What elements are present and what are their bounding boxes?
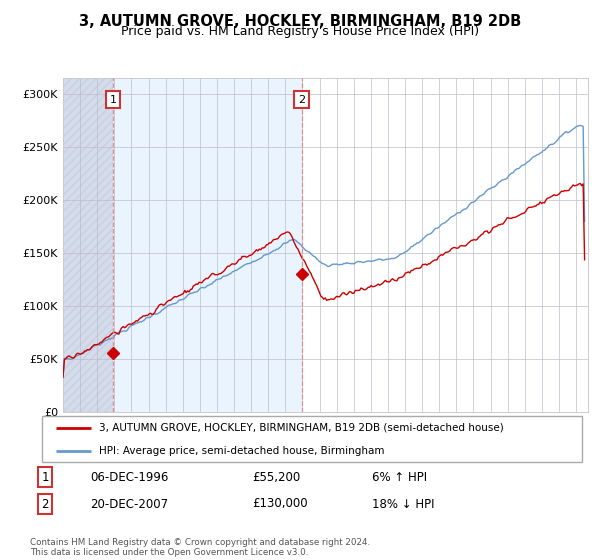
Text: £130,000: £130,000 — [252, 497, 308, 511]
Text: 1: 1 — [41, 470, 49, 484]
Text: 20-DEC-2007: 20-DEC-2007 — [90, 497, 168, 511]
Text: 2: 2 — [41, 497, 49, 511]
Text: 3, AUTUMN GROVE, HOCKLEY, BIRMINGHAM, B19 2DB (semi-detached house): 3, AUTUMN GROVE, HOCKLEY, BIRMINGHAM, B1… — [98, 423, 503, 432]
FancyBboxPatch shape — [42, 416, 582, 462]
Text: Contains HM Land Registry data © Crown copyright and database right 2024.
This d: Contains HM Land Registry data © Crown c… — [30, 538, 370, 557]
Text: 3, AUTUMN GROVE, HOCKLEY, BIRMINGHAM, B19 2DB: 3, AUTUMN GROVE, HOCKLEY, BIRMINGHAM, B1… — [79, 14, 521, 29]
Text: HPI: Average price, semi-detached house, Birmingham: HPI: Average price, semi-detached house,… — [98, 446, 384, 455]
Bar — [113, 78, 302, 412]
Text: £55,200: £55,200 — [252, 470, 300, 484]
Text: 2: 2 — [298, 95, 305, 105]
Text: Price paid vs. HM Land Registry's House Price Index (HPI): Price paid vs. HM Land Registry's House … — [121, 25, 479, 38]
Text: 18% ↓ HPI: 18% ↓ HPI — [372, 497, 434, 511]
Text: 6% ↑ HPI: 6% ↑ HPI — [372, 470, 427, 484]
Text: 06-DEC-1996: 06-DEC-1996 — [90, 470, 169, 484]
Bar — [63, 78, 113, 412]
Text: 1: 1 — [109, 95, 116, 105]
